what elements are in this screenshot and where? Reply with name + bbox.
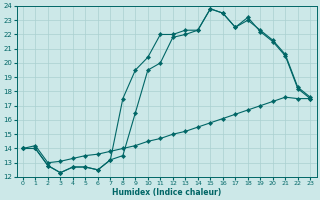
X-axis label: Humidex (Indice chaleur): Humidex (Indice chaleur) bbox=[112, 188, 221, 197]
